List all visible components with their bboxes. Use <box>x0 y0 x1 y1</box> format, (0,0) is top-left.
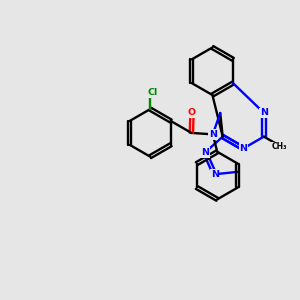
Text: CH₃: CH₃ <box>272 142 287 151</box>
Text: Cl: Cl <box>147 88 158 97</box>
Text: N: N <box>239 144 247 153</box>
Text: N: N <box>260 108 268 117</box>
Text: N: N <box>209 130 217 139</box>
Text: N: N <box>201 148 209 157</box>
Text: N: N <box>211 170 219 179</box>
Text: O: O <box>188 108 196 117</box>
